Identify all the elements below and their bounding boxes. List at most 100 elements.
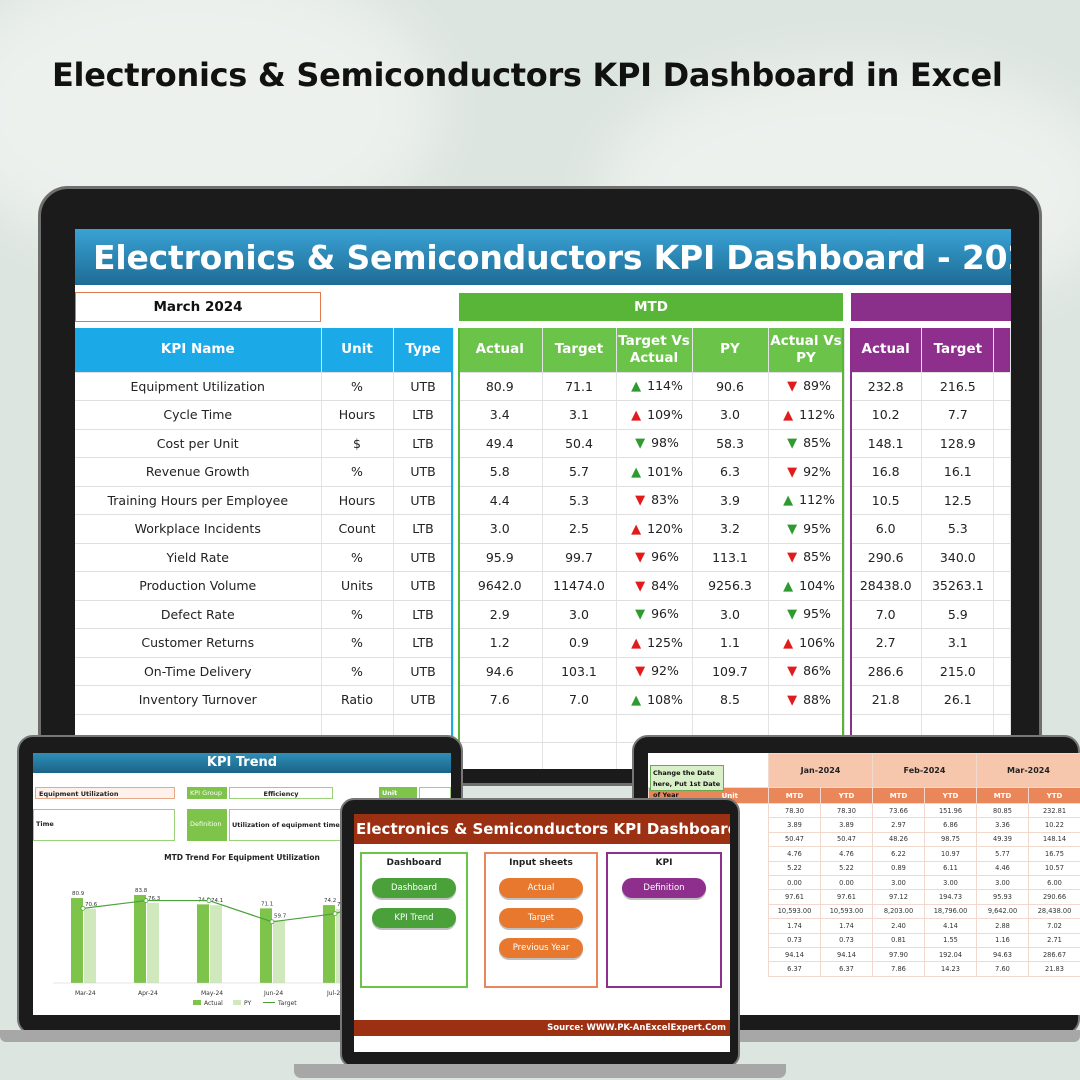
input-cell[interactable]: 192.04 (924, 946, 977, 963)
input-cell[interactable]: 50.47 (768, 831, 821, 848)
input-cell[interactable]: 97.61 (768, 889, 821, 905)
input-cell[interactable]: 4.76 (820, 846, 873, 862)
input-cell[interactable]: 94.14 (820, 946, 873, 963)
input-cell[interactable]: 28,438.00 (1028, 903, 1080, 920)
input-cell[interactable]: 6.37 (768, 961, 821, 977)
input-cell[interactable]: 10,593.00 (768, 903, 821, 920)
input-cell[interactable]: 94.63 (976, 946, 1029, 963)
input-cell[interactable]: 4.14 (924, 918, 977, 934)
input-cell[interactable]: 6.00 (1028, 874, 1080, 891)
mtd-actual-cell: 1.2 (458, 628, 543, 658)
input-cell[interactable]: 10.57 (1028, 860, 1080, 876)
input-cell[interactable]: 1.16 (976, 932, 1029, 948)
x-tick-label: Apr-24 (138, 990, 158, 997)
input-cell[interactable]: 0.00 (768, 874, 821, 891)
input-cell[interactable]: 151.96 (924, 802, 977, 819)
input-cell[interactable]: 80.85 (976, 802, 1029, 819)
input-cell[interactable]: 194.73 (924, 889, 977, 905)
input-cell[interactable]: 290.66 (1028, 889, 1080, 905)
input-cell[interactable]: 18,796.00 (924, 903, 977, 920)
definition-button[interactable]: Definition (622, 878, 706, 898)
kpi-trend-button[interactable]: KPI Trend (372, 908, 456, 928)
input-cell[interactable]: 286.67 (1028, 946, 1080, 963)
input-cell[interactable]: 10.97 (924, 846, 977, 862)
dashboard-button[interactable]: Dashboard (372, 878, 456, 898)
input-cell[interactable]: 1.74 (768, 918, 821, 934)
input-cell[interactable]: 0.73 (820, 932, 873, 948)
input-cell[interactable]: 50.47 (820, 831, 873, 848)
previous-year-button[interactable]: Previous Year (499, 938, 583, 958)
input-cell[interactable]: 3.00 (976, 874, 1029, 891)
input-cell[interactable]: 97.61 (820, 889, 873, 905)
input-cell[interactable]: 4.46 (976, 860, 1029, 876)
nav-group-title: Input sheets (509, 858, 573, 868)
target-point (206, 898, 212, 903)
type-cell: LTB (393, 429, 454, 458)
input-cell[interactable]: 94.14 (768, 946, 821, 963)
input-cell[interactable]: 95.93 (976, 889, 1029, 905)
input-cell[interactable]: 97.12 (872, 889, 925, 905)
input-cell[interactable]: 98.75 (924, 831, 977, 848)
input-cell[interactable]: 232.81 (1028, 802, 1080, 819)
input-cell[interactable]: 0.00 (820, 874, 873, 891)
input-cell[interactable]: 49.39 (976, 831, 1029, 848)
type-cell: UTB (393, 685, 454, 715)
target-point (80, 905, 86, 911)
target-button[interactable]: Target (499, 908, 583, 928)
input-cell[interactable]: 48.26 (872, 831, 925, 848)
input-cell[interactable]: 7.86 (872, 961, 925, 977)
type-cell: LTB (393, 514, 454, 544)
input-cell[interactable]: 4.76 (768, 846, 821, 862)
input-cell[interactable]: 6.11 (924, 860, 977, 876)
input-cell[interactable]: 21.83 (1028, 961, 1080, 977)
py-cell: 90.6 (692, 372, 769, 401)
input-cell[interactable]: 14.23 (924, 961, 977, 977)
ytd-target-cell: 12.5 (921, 486, 995, 515)
input-cell[interactable]: 0.89 (872, 860, 925, 876)
input-cell[interactable]: 2.40 (872, 918, 925, 934)
ytd-target-cell: 215.0 (921, 657, 995, 686)
tva-cell: ▲ 108% (616, 685, 693, 715)
input-cell[interactable]: 3.36 (976, 817, 1029, 833)
kpi-name-cell: Workplace Incidents (75, 514, 322, 544)
input-cell[interactable]: 10.22 (1028, 817, 1080, 833)
avp-cell: ▼ 95% (768, 600, 845, 629)
input-cell[interactable]: 97.90 (872, 946, 925, 963)
month-selector[interactable]: March 2024 (75, 292, 321, 322)
input-cell[interactable]: 6.37 (820, 961, 873, 977)
table-row: Customer Returns% LTB (75, 628, 454, 658)
input-cell[interactable]: 5.22 (820, 860, 873, 876)
input-cell[interactable]: 16.75 (1028, 846, 1080, 862)
input-cell[interactable]: 5.77 (976, 846, 1029, 862)
py-cell: 58.3 (692, 429, 769, 458)
kpi-select-dropdown[interactable]: Equipment Utilization (35, 787, 175, 799)
input-cell[interactable]: 2.88 (976, 918, 1029, 934)
input-cell[interactable]: 10,593.00 (820, 903, 873, 920)
input-cell[interactable]: 3.00 (872, 874, 925, 891)
time-text: Time (33, 809, 175, 841)
input-cell[interactable]: 5.22 (768, 860, 821, 876)
input-cell[interactable]: 6.22 (872, 846, 925, 862)
input-cell[interactable]: 7.60 (976, 961, 1029, 977)
input-cell[interactable]: 3.89 (768, 817, 821, 833)
input-cell[interactable]: 0.81 (872, 932, 925, 948)
kpi-name-cell: Cost per Unit (75, 429, 322, 458)
avp-cell: ▼ 89% (768, 372, 845, 401)
input-cell[interactable]: 3.89 (820, 817, 873, 833)
input-cell[interactable]: 148.14 (1028, 831, 1080, 848)
input-cell[interactable]: 2.71 (1028, 932, 1080, 948)
input-cell[interactable]: 3.00 (924, 874, 977, 891)
kpi-name-cell: On-Time Delivery (75, 657, 322, 686)
input-cell[interactable]: 2.97 (872, 817, 925, 833)
input-cell[interactable]: 1.55 (924, 932, 977, 948)
input-cell[interactable]: 0.73 (768, 932, 821, 948)
input-cell[interactable]: 8,203.00 (872, 903, 925, 920)
input-cell[interactable]: 1.74 (820, 918, 873, 934)
input-cell[interactable]: 78.30 (820, 802, 873, 819)
actual-button[interactable]: Actual (499, 878, 583, 898)
input-cell[interactable]: 9,642.00 (976, 903, 1029, 920)
input-cell[interactable]: 6.86 (924, 817, 977, 833)
input-cell[interactable]: 7.02 (1028, 918, 1080, 934)
input-cell[interactable]: 73.66 (872, 802, 925, 819)
input-cell[interactable]: 78.30 (768, 802, 821, 819)
